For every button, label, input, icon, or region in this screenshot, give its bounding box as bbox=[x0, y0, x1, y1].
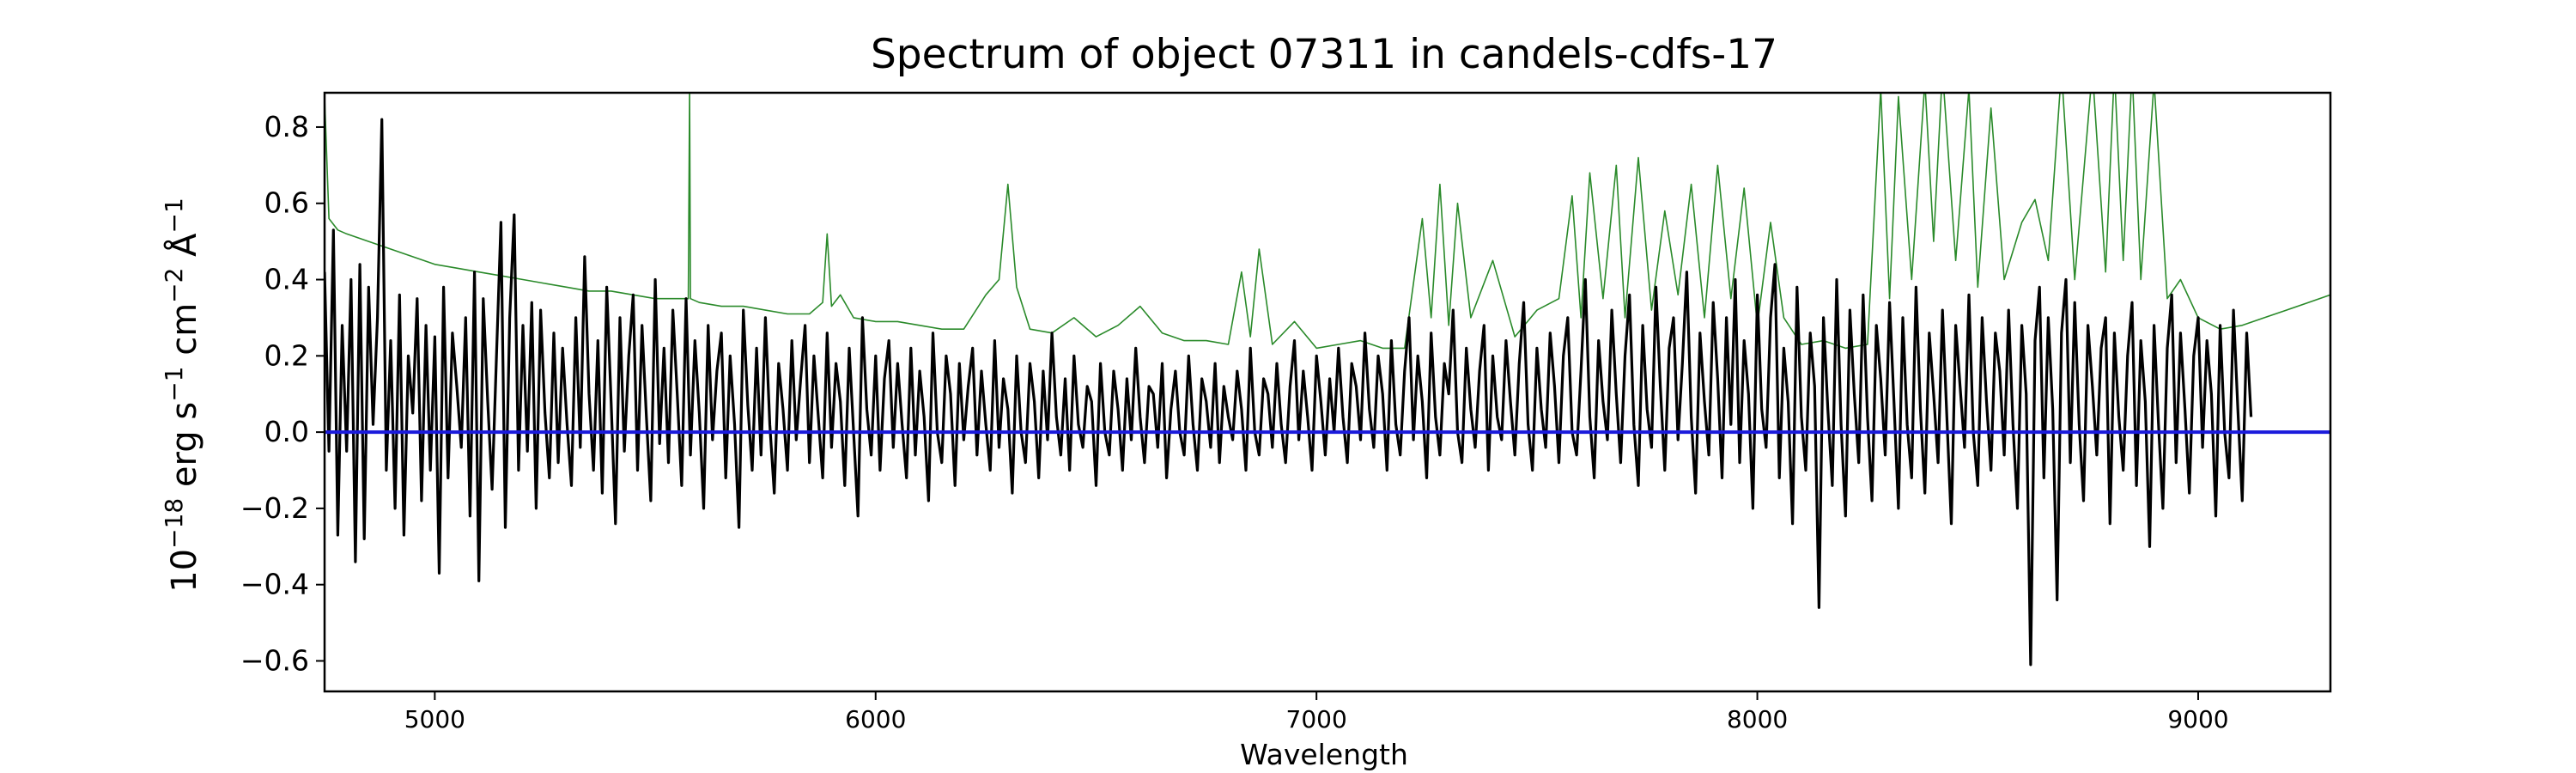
y-tick-label: −0.6 bbox=[240, 643, 309, 677]
x-axis-label: Wavelength bbox=[1240, 738, 1408, 771]
y-axis-label: 10−18 erg s−1 cm−2 Å−1 bbox=[160, 198, 205, 593]
chart-title: Spectrum of object 07311 in candels-cdfs… bbox=[871, 31, 1777, 78]
plot-area bbox=[325, 93, 2330, 666]
y-tick-label: 0.6 bbox=[264, 186, 309, 220]
series-group bbox=[325, 93, 2330, 666]
x-tick-label: 6000 bbox=[845, 705, 906, 733]
x-tick-label: 5000 bbox=[404, 705, 465, 733]
y-tick-label: 0.8 bbox=[264, 110, 309, 143]
x-tick-label: 8000 bbox=[1727, 705, 1788, 733]
plot-frame bbox=[323, 91, 2332, 693]
flux-spectrum-line bbox=[325, 118, 2253, 666]
x-tick-label: 9000 bbox=[2167, 705, 2228, 733]
y-tick-label: −0.2 bbox=[240, 491, 309, 525]
y-tick-label: 0.2 bbox=[264, 338, 309, 372]
y-tick-label: −0.4 bbox=[240, 568, 309, 601]
axes: −0.6 −0.4 −0.2 0.0 0.2 0.4 0.6 0.8 5000 6000 7000 8… bbox=[240, 91, 2332, 733]
error-spectrum-line bbox=[325, 93, 2330, 350]
x-tick-label: 7000 bbox=[1286, 705, 1347, 733]
y-tick-label: 0.4 bbox=[264, 263, 309, 296]
y-tick-label: 0.0 bbox=[264, 415, 309, 448]
